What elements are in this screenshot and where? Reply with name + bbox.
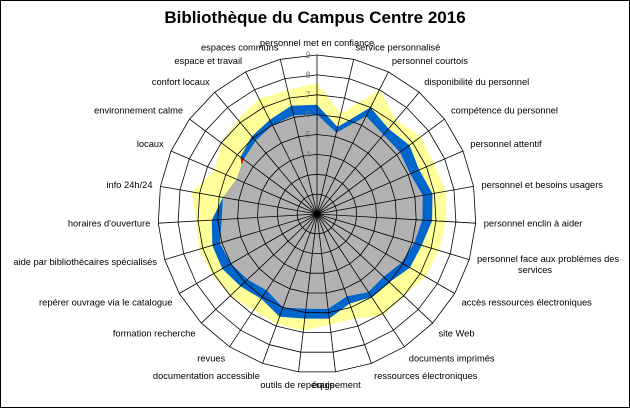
spoke bbox=[170, 150, 318, 215]
grid-ring bbox=[197, 94, 437, 333]
spoke bbox=[262, 213, 318, 364]
axis-label: aide par bibliothécaires spécialisés bbox=[13, 257, 157, 267]
grid-ring bbox=[276, 173, 358, 254]
axis-label: disponibilité du personnel bbox=[424, 77, 529, 87]
chart-title: Bibliothèque du Campus Centre 2016 bbox=[164, 8, 466, 27]
axis-label: locaux bbox=[137, 139, 164, 149]
axis-label: documentation accessible bbox=[153, 371, 260, 381]
axis-label: service personnalisé bbox=[356, 43, 441, 53]
spoke bbox=[201, 213, 318, 324]
spoke bbox=[160, 186, 318, 215]
spoke bbox=[316, 91, 420, 215]
axis-label: espace et travail bbox=[174, 56, 242, 66]
axis-label: revues bbox=[197, 354, 225, 364]
tick-label: 6 bbox=[305, 110, 310, 120]
tick-label: 5 bbox=[305, 130, 310, 140]
grid-ring bbox=[217, 114, 417, 314]
series-minimum-overlay bbox=[219, 114, 423, 309]
axis-label: formation recherche bbox=[113, 329, 196, 339]
grid-ring bbox=[157, 54, 477, 373]
tick-label: 9 bbox=[305, 50, 310, 60]
axis-label: documents imprimés bbox=[409, 354, 495, 364]
spoke bbox=[179, 213, 318, 294]
axis-label: personnel et besoins usagers bbox=[482, 180, 604, 190]
spoke bbox=[158, 213, 318, 224]
axis-label: personnel face aux problèmes des services bbox=[477, 254, 619, 275]
axis-label: personnel attentif bbox=[470, 139, 542, 149]
spoke bbox=[316, 213, 455, 294]
spoke bbox=[316, 71, 389, 215]
axis-label: site Web bbox=[439, 329, 475, 339]
axis-label: environnement calme bbox=[94, 105, 183, 115]
tick-label: 7 bbox=[305, 90, 310, 100]
axis-label: confort locaux bbox=[152, 77, 210, 87]
axis-label: ressources électroniques bbox=[374, 371, 478, 381]
spoke bbox=[316, 59, 355, 215]
spoke bbox=[229, 213, 318, 348]
spoke bbox=[316, 213, 476, 224]
spoke bbox=[316, 213, 405, 348]
tick-label: 8 bbox=[305, 70, 310, 80]
spoke bbox=[316, 118, 445, 215]
axis-label: repérer ouvrage via le catalogue bbox=[39, 298, 172, 308]
axis-label: info 24h/24 bbox=[106, 180, 152, 190]
spoke bbox=[214, 91, 318, 215]
spoke bbox=[316, 213, 372, 364]
axis-label: équipement bbox=[312, 380, 361, 390]
grid-ring bbox=[296, 193, 338, 235]
grid-layer bbox=[157, 54, 477, 373]
spoke bbox=[316, 150, 464, 215]
series-layer bbox=[191, 82, 447, 331]
spoke bbox=[316, 213, 470, 260]
axis-label: personnel courtois bbox=[392, 56, 468, 66]
spoke bbox=[245, 71, 318, 215]
spoke bbox=[298, 213, 318, 372]
axis-label: compétence du personnel bbox=[451, 105, 558, 115]
axis-label: personnel met en confiance bbox=[260, 38, 374, 48]
spoke bbox=[279, 59, 318, 215]
tick-label: 4 bbox=[305, 149, 310, 159]
tick-layer: 4 5 6 7 8 9 bbox=[305, 50, 310, 159]
spoke bbox=[316, 213, 336, 372]
spoke bbox=[189, 118, 318, 215]
axis-label: outils de repérage bbox=[260, 380, 334, 390]
axis-label: espaces communs bbox=[201, 43, 279, 53]
grid-ring bbox=[237, 134, 397, 294]
spoke bbox=[316, 186, 474, 215]
grid-ring bbox=[257, 153, 377, 274]
axis-label: accès ressources électroniques bbox=[462, 298, 593, 308]
spoke bbox=[164, 213, 318, 260]
grid-ring bbox=[177, 74, 457, 353]
spoke bbox=[316, 213, 433, 324]
axis-label: horaires d'ouverture bbox=[68, 219, 150, 229]
axis-label: personnel enclin à aider bbox=[484, 219, 583, 229]
